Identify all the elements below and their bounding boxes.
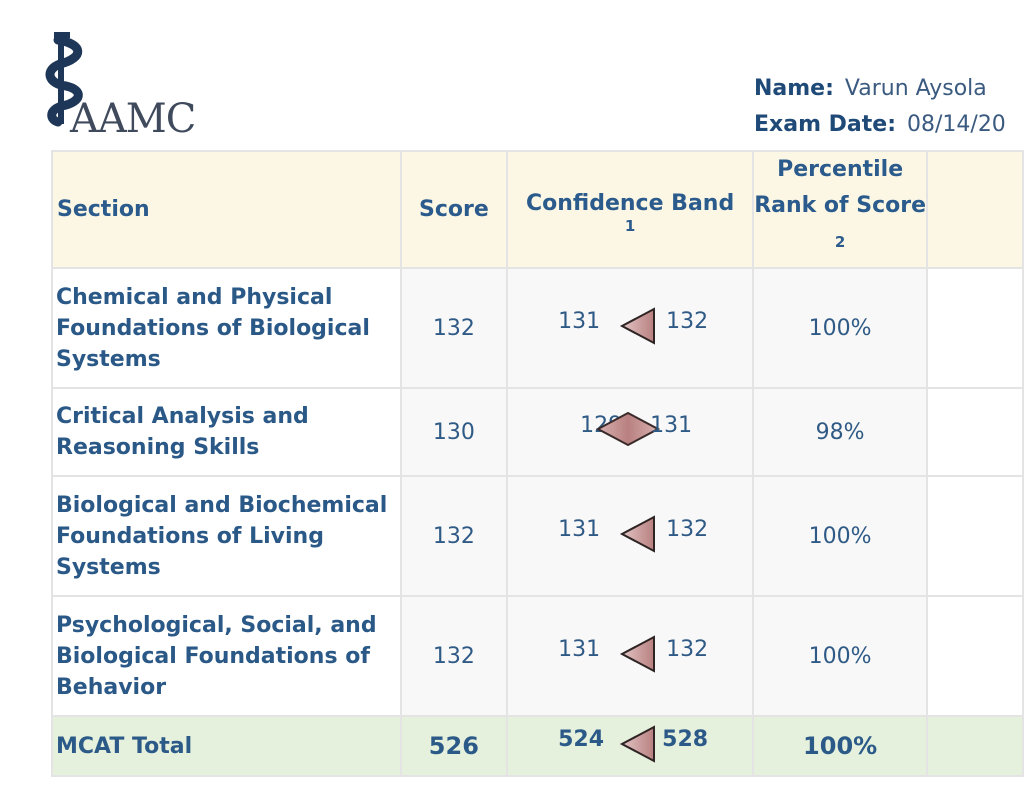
- col-header-section: Section: [51, 150, 402, 269]
- confidence-band-cell: 129 131: [506, 387, 755, 477]
- left-triangle-marker-icon: [619, 307, 656, 345]
- logo-wordmark: AAMC: [70, 96, 196, 142]
- confidence-band: 524 528: [530, 723, 730, 763]
- caduceus-icon: [45, 32, 83, 127]
- table-row: Chemical and Physical Foundations of Bio…: [51, 267, 1024, 389]
- section-name: Psychological, Social, and Biological Fo…: [51, 595, 402, 717]
- extra-cell: [926, 387, 1024, 477]
- band-low: 131: [558, 637, 601, 662]
- table-row: Critical Analysis and Reasoning Skills 13…: [51, 387, 1024, 477]
- percentile-cell: 100%: [752, 595, 929, 717]
- footnote-2: 2: [834, 233, 846, 251]
- col-header-extra: [926, 150, 1024, 269]
- extra-cell: [926, 475, 1024, 597]
- percentile-cell: 98%: [752, 387, 929, 477]
- section-name: MCAT Total: [51, 715, 402, 777]
- score-cell: 132: [399, 595, 509, 717]
- section-name: Biological and Biochemical Foundations o…: [51, 475, 402, 597]
- col-header-confidence-band: Confidence Band 1: [506, 150, 755, 269]
- score-cell: 526: [399, 715, 509, 777]
- band-low: 131: [558, 309, 601, 334]
- band-low: 524: [558, 727, 605, 752]
- band-high: 131: [650, 413, 693, 438]
- band-high: 132: [666, 637, 709, 662]
- confidence-band: 131 132: [530, 513, 730, 553]
- col-header-percentile: Percentile Rank of Score 2: [752, 150, 929, 269]
- score-cell: 130: [399, 387, 509, 477]
- confidence-band: 131 132: [530, 305, 730, 345]
- band-low: 131: [558, 517, 601, 542]
- band-high: 132: [666, 517, 709, 542]
- left-triangle-marker-icon: [619, 635, 656, 673]
- extra-cell: [926, 595, 1024, 717]
- name-row: Name: Varun Aysola: [754, 74, 1006, 110]
- exam-date-value: 08/14/20: [907, 112, 1006, 137]
- extra-cell: [926, 715, 1024, 777]
- confidence-band: 131 132: [530, 633, 730, 673]
- percentile-cell: 100%: [752, 475, 929, 597]
- table-header-row: Section Score Confidence Band 1 Percenti…: [51, 150, 1024, 269]
- diamond-marker-icon: [596, 411, 661, 447]
- exam-date-label: Exam Date:: [754, 112, 896, 137]
- table-row: Psychological, Social, and Biological Fo…: [51, 595, 1024, 717]
- score-table: Section Score Confidence Band 1 Percenti…: [51, 150, 1024, 777]
- confidence-band-cell: 131 132: [506, 267, 755, 389]
- percentile-cell: 100%: [752, 715, 929, 777]
- left-triangle-marker-icon: [619, 515, 656, 553]
- name-value: Varun Aysola: [844, 76, 987, 101]
- footnote-1: 1: [624, 216, 636, 235]
- band-high: 132: [666, 309, 709, 334]
- score-cell: 132: [399, 475, 509, 597]
- score-cell: 132: [399, 267, 509, 389]
- confidence-band-cell: 131 132: [506, 595, 755, 717]
- confidence-band: 129 131: [530, 409, 730, 449]
- table-row: Biological and Biochemical Foundations o…: [51, 475, 1024, 597]
- confidence-band-cell: 524 528: [506, 715, 755, 777]
- percentile-cell: 100%: [752, 267, 929, 389]
- confidence-band-cell: 131 132: [506, 475, 755, 597]
- aamc-logo: AAMC: [44, 30, 204, 142]
- col-header-score: Score: [399, 150, 509, 269]
- candidate-info: Name: Varun Aysola Exam Date: 08/14/20: [754, 74, 1006, 146]
- extra-cell: [926, 267, 1024, 389]
- total-row: MCAT Total 526 524 528 100%: [51, 715, 1024, 777]
- section-name: Critical Analysis and Reasoning Skills: [51, 387, 402, 477]
- name-label: Name:: [754, 76, 834, 101]
- exam-date-row: Exam Date: 08/14/20: [754, 110, 1006, 146]
- left-triangle-marker-icon: [619, 725, 656, 763]
- band-high: 528: [662, 727, 709, 752]
- section-name: Chemical and Physical Foundations of Bio…: [51, 267, 402, 389]
